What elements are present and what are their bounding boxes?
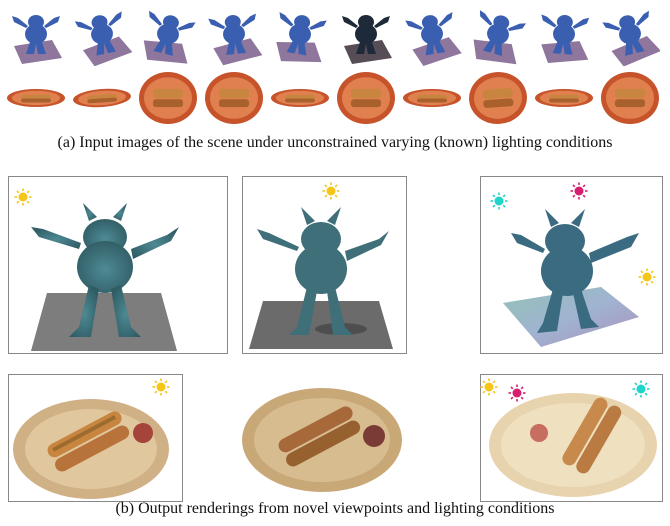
sun-icon [14, 188, 32, 206]
input-thumb-monster [276, 12, 327, 63]
input-thumb-plate [403, 89, 461, 107]
plate-render-3 [480, 374, 663, 502]
input-thumb-monster [12, 15, 62, 64]
input-thumb-plate [469, 71, 527, 125]
input-thumb-plate [73, 88, 131, 108]
caption-a: (a) Input images of the scene under unco… [57, 134, 613, 151]
plate-render-1 [8, 374, 183, 502]
monster-render-2 [242, 176, 407, 354]
monster-render-3 [480, 176, 663, 354]
sun-icon [480, 378, 498, 396]
sun-icon [570, 182, 588, 200]
sun-icon [152, 378, 170, 396]
plate-render-2 [236, 374, 409, 500]
input-thumb-monster [405, 12, 462, 66]
sun-icon [632, 380, 650, 398]
input-thumb-monster [342, 15, 392, 64]
input-thumb-plate [337, 72, 395, 124]
monster-render-1 [8, 176, 228, 354]
input-thumb-plate [535, 89, 593, 107]
input-thumb-monster [208, 13, 263, 66]
input-thumb-monster [602, 10, 660, 66]
input-thumb-plate [205, 72, 263, 124]
input-thumb-plate [601, 72, 659, 124]
input-thumb-plate [271, 89, 329, 107]
sun-icon [322, 182, 340, 200]
input-thumb-monster [473, 10, 527, 65]
caption-b: (b) Output renderings from novel viewpoi… [115, 500, 555, 517]
input-thumb-monster [143, 10, 196, 64]
input-thumb-monster [74, 11, 132, 66]
input-thumb-plate [139, 72, 197, 124]
sun-icon [638, 268, 656, 286]
sun-icon [508, 384, 526, 402]
input-thumb-monster [541, 14, 590, 63]
input-thumb-plate [7, 89, 65, 107]
sun-icon [490, 192, 508, 210]
